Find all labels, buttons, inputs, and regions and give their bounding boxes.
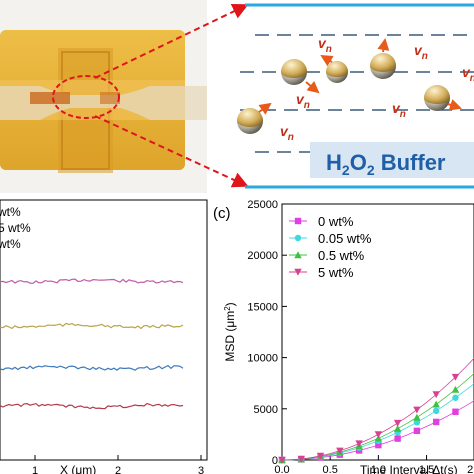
data-point — [432, 400, 440, 408]
series-line — [281, 373, 474, 461]
x-tick-label: 1.0 — [371, 464, 386, 474]
data-point — [394, 435, 401, 442]
data-point — [393, 424, 402, 432]
x-tick-label: 1.5 — [419, 464, 434, 474]
janus-particle — [237, 102, 272, 134]
trajectory-panel: wt% 5 wt% wt% 1 2 3 — [0, 199, 208, 474]
trajectory-line — [0, 402, 184, 410]
trajectory-line — [0, 278, 184, 284]
zoom-arrow-bottom — [94, 115, 249, 188]
legend-entry: wt% — [0, 205, 21, 219]
y-tick-label: 0 — [272, 455, 278, 467]
data-point — [375, 441, 382, 449]
data-point — [413, 413, 421, 421]
series-line — [281, 357, 474, 461]
msd-panel: (c) 0 5000 10000 15000 20000 25000 0.0 0.5 1.0 1… — [213, 199, 474, 474]
data-point — [316, 452, 325, 460]
svg-text:vn: vn — [318, 35, 332, 55]
msd-series — [278, 357, 474, 464]
data-point — [413, 419, 421, 426]
buffer-label: H2O2 Buffer — [326, 150, 446, 178]
x-tick-label: 2 — [115, 465, 121, 474]
legend-entry: 0 wt% — [318, 214, 354, 229]
zoom-arrow-top — [94, 3, 249, 79]
legend-entry: 0.5 wt% — [318, 248, 365, 263]
trajectory-line — [0, 322, 184, 330]
data-point — [432, 407, 440, 415]
data-point — [451, 373, 460, 381]
data-point — [294, 251, 302, 259]
svg-text:vn: vn — [414, 42, 428, 62]
data-point — [336, 447, 344, 455]
y-tick-label: 15000 — [247, 301, 278, 313]
data-point — [294, 268, 302, 276]
data-point — [355, 440, 363, 448]
janus-particle — [370, 38, 396, 79]
msd-x-ticks: 0.0 0.5 1.0 1.5 2.0 — [274, 455, 474, 474]
svg-text:vn: vn — [392, 100, 406, 120]
data-point — [452, 394, 459, 401]
data-point — [432, 391, 440, 399]
trajectory-legend: wt% 5 wt% wt% — [0, 205, 31, 251]
janus-particle — [424, 85, 462, 111]
x-tick-label: 0.5 — [323, 464, 338, 474]
msd-legend: 0 wt% 0.05 wt% 0.5 wt% 5 wt% — [289, 214, 372, 280]
y-tick-label: 5000 — [254, 404, 278, 416]
panel-label: (c) — [213, 205, 231, 222]
trajectory-line — [0, 364, 184, 371]
trajectory-x-axis-label: X (μm) — [60, 463, 96, 474]
data-point — [413, 427, 421, 435]
trajectory-x-ticks: 1 2 3 — [32, 455, 204, 474]
data-point — [413, 406, 421, 414]
y-axis-label: MSD (μm2) — [223, 302, 237, 361]
svg-text:vn: vn — [280, 123, 294, 143]
svg-text:vn: vn — [462, 64, 474, 84]
legend-entry: 5 wt% — [318, 265, 354, 280]
legend-entry: 5 wt% — [0, 221, 31, 235]
y-tick-label: 25000 — [247, 199, 278, 211]
janus-particle — [320, 54, 348, 83]
data-point — [278, 456, 286, 464]
channel-schematic: vn vn vn vn vn vn H2O2 Buffer — [237, 3, 474, 189]
data-point — [393, 419, 402, 427]
data-point — [294, 217, 302, 225]
x-tick-label: 2.0 — [467, 464, 474, 474]
msd-y-ticks: 0 5000 10000 15000 20000 25000 — [247, 199, 287, 467]
series-line — [281, 400, 474, 461]
buffer-label-box — [310, 142, 474, 178]
data-point — [374, 431, 383, 439]
janus-particle — [281, 59, 320, 94]
legend-entry: 0.05 wt% — [318, 231, 372, 246]
x-tick-label: 3 — [198, 465, 204, 474]
trajectory-lines — [0, 278, 184, 410]
data-point — [432, 418, 440, 426]
device-photo — [0, 0, 207, 193]
data-point — [294, 234, 302, 242]
x-tick-label: 1 — [32, 465, 38, 474]
data-point — [452, 408, 459, 415]
data-point — [297, 455, 305, 463]
legend-entry: wt% — [0, 237, 21, 251]
x-axis-label: Time Interval Δt(s) — [360, 463, 458, 474]
y-tick-label: 10000 — [247, 353, 278, 365]
data-point — [451, 385, 460, 393]
y-tick-label: 20000 — [247, 250, 278, 262]
x-tick-label: 0.0 — [274, 464, 289, 474]
svg-text:vn: vn — [296, 91, 310, 111]
